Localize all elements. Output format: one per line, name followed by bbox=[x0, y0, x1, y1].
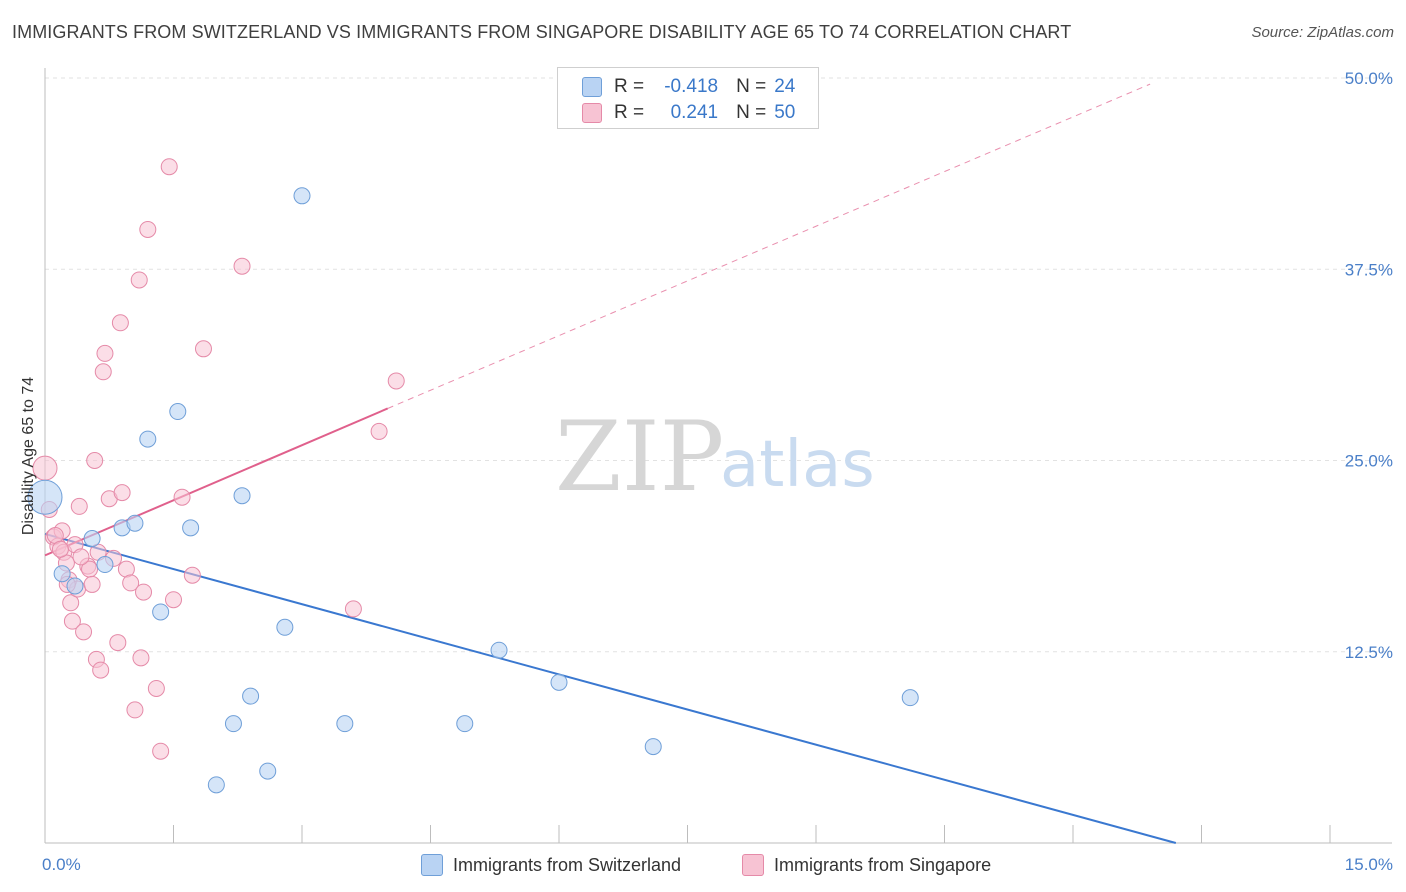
x-tick-label: 0.0% bbox=[42, 855, 81, 874]
point-singapore bbox=[63, 612, 81, 630]
point-singapore bbox=[135, 583, 153, 601]
watermark-zip-text: ZIP bbox=[555, 401, 724, 513]
point-switzerland bbox=[83, 530, 101, 548]
r-label: R = bbox=[614, 102, 645, 123]
point-switzerland bbox=[233, 487, 251, 505]
grid-lines bbox=[45, 77, 1392, 653]
point-switzerland bbox=[224, 715, 242, 733]
point-switzerland bbox=[644, 738, 662, 756]
point-singapore bbox=[233, 257, 251, 275]
point-singapore bbox=[165, 591, 182, 609]
legend-label-switzerland: Immigrants from Switzerland bbox=[453, 854, 682, 875]
point-switzerland bbox=[126, 514, 144, 532]
point-switzerland bbox=[276, 618, 294, 636]
r-value: 0.241 bbox=[670, 102, 719, 123]
switzerland-legend-swatch bbox=[421, 854, 443, 876]
watermark: ZIP atlas bbox=[555, 401, 875, 513]
point-switzerland bbox=[139, 430, 157, 448]
point-singapore bbox=[122, 574, 140, 592]
singapore-legend-swatch bbox=[742, 854, 764, 876]
data-points bbox=[27, 158, 919, 794]
y-tick-label: 12.5% bbox=[1345, 643, 1393, 662]
tick-labels: 12.5% 25.0% 37.5% 50.0% 0.0% 15.0% bbox=[42, 69, 1393, 874]
point-switzerland bbox=[259, 762, 277, 780]
point-singapore bbox=[139, 220, 157, 238]
y-tick-label: 50.0% bbox=[1345, 69, 1393, 88]
point-singapore bbox=[51, 540, 69, 558]
point-switzerland bbox=[182, 519, 200, 537]
point-switzerland bbox=[152, 603, 170, 621]
n-label: N = bbox=[736, 102, 767, 123]
point-singapore bbox=[132, 649, 150, 667]
point-singapore bbox=[111, 314, 129, 332]
point-switzerland bbox=[242, 687, 260, 705]
point-singapore bbox=[344, 600, 362, 618]
legend-item-switzerland: Immigrants from Switzerland bbox=[421, 852, 681, 878]
point-singapore bbox=[70, 497, 88, 515]
point-switzerland bbox=[207, 776, 225, 794]
stats-row-singapore: R = 0.241 N = 50 bbox=[582, 101, 795, 125]
point-singapore bbox=[94, 363, 112, 381]
point-singapore bbox=[130, 271, 148, 289]
point-singapore bbox=[86, 452, 104, 469]
point-singapore bbox=[173, 488, 191, 506]
stats-legend: R = -0.418 N = 24 R = 0.241 N = 50 bbox=[557, 67, 819, 129]
y-tick-label: 25.0% bbox=[1345, 452, 1393, 471]
point-switzerland bbox=[53, 565, 71, 583]
point-singapore bbox=[370, 422, 388, 440]
point-singapore bbox=[126, 701, 144, 719]
point-singapore bbox=[109, 634, 127, 652]
source-label: Source: ZipAtlas.com bbox=[1251, 24, 1394, 41]
point-singapore bbox=[113, 484, 131, 502]
stats-row-switzerland: R = -0.418 N = 24 bbox=[582, 75, 795, 99]
point-singapore bbox=[75, 623, 93, 641]
switzerland-swatch bbox=[582, 77, 602, 97]
y-axis-label: Disability Age 65 to 74 bbox=[20, 377, 37, 535]
watermark-atlas-text: atlas bbox=[720, 428, 875, 502]
trend-extension-singapore bbox=[387, 83, 1151, 409]
n-value: 24 bbox=[774, 76, 796, 97]
point-singapore bbox=[72, 548, 90, 566]
point-singapore bbox=[194, 340, 212, 358]
chart-title: IMMIGRANTS FROM SWITZERLAND VS IMMIGRANT… bbox=[12, 22, 1072, 42]
legend-item-singapore: Immigrants from Singapore bbox=[742, 852, 991, 878]
n-value: 50 bbox=[774, 102, 796, 123]
point-singapore bbox=[96, 344, 114, 362]
r-value: -0.418 bbox=[664, 76, 719, 97]
point-switzerland bbox=[550, 673, 568, 691]
n-label: N = bbox=[736, 76, 767, 97]
point-switzerland bbox=[169, 403, 187, 421]
axes bbox=[44, 68, 1392, 844]
point-singapore bbox=[147, 679, 165, 697]
point-singapore bbox=[92, 661, 110, 679]
legend-label-singapore: Immigrants from Singapore bbox=[774, 854, 992, 875]
point-switzerland bbox=[27, 479, 63, 515]
point-switzerland bbox=[901, 689, 919, 707]
point-switzerland bbox=[293, 187, 311, 205]
x-tick-label: 15.0% bbox=[1345, 855, 1393, 874]
point-singapore bbox=[62, 594, 80, 612]
trend-line-switzerland bbox=[44, 532, 1177, 844]
y-tick-label: 37.5% bbox=[1345, 260, 1393, 279]
point-switzerland bbox=[336, 715, 354, 733]
point-switzerland bbox=[96, 556, 114, 574]
point-singapore bbox=[387, 372, 405, 390]
point-singapore bbox=[152, 742, 170, 760]
point-singapore bbox=[160, 158, 178, 176]
point-switzerland bbox=[490, 641, 508, 659]
r-label: R = bbox=[614, 76, 645, 97]
point-switzerland bbox=[456, 715, 474, 733]
point-singapore bbox=[183, 566, 201, 584]
point-singapore bbox=[83, 575, 101, 593]
point-switzerland bbox=[66, 577, 84, 595]
trend-line-singapore bbox=[44, 407, 389, 557]
trend-lines bbox=[44, 83, 1177, 844]
singapore-swatch bbox=[582, 103, 602, 123]
